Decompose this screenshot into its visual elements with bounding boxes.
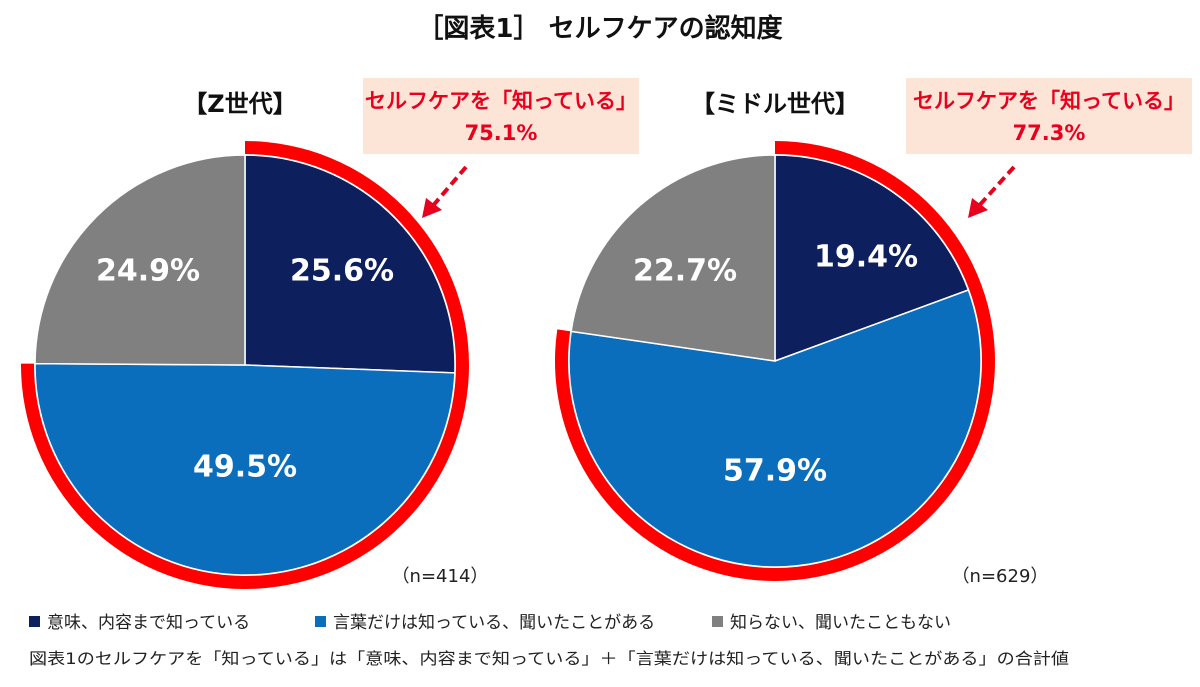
pie-chart: 25.6% 49.5% 24.9% (20, 141, 469, 589)
pie-panel-middle: 【ミドル世代】 セルフケアを「知っている」 77.3% 19.4% 57.9% 22… (555, 78, 1192, 587)
callout-value: 75.1% (465, 121, 538, 145)
callout-arrow (968, 165, 1016, 218)
slice-value-label: 19.4% (814, 240, 918, 275)
pie-panel-z: 【Z世代】 セルフケアを「知っている」 75.1% 25.6% 49.5% 24.9… (20, 78, 639, 589)
slice-known-meaning (244, 154, 456, 374)
legend-swatch-known-meaning (29, 616, 40, 627)
callout-line1: セルフケアを「知っている」 (913, 89, 1185, 113)
legend-label: 知らない、聞いたこともない (730, 613, 951, 633)
legend-swatch-heard-of (315, 616, 326, 627)
slice-value-label: 24.9% (96, 254, 200, 289)
slice-value-label: 25.6% (290, 254, 394, 289)
slice-heard-of (568, 289, 982, 568)
footnote: 図表1のセルフケアを「知っている」は「意味、内容まで知っている」＋「言葉だけは知… (29, 649, 1069, 668)
sample-size: （n=629） (952, 566, 1049, 587)
slice-value-label: 49.5% (193, 450, 297, 485)
legend-label: 意味、内容まで知っている (47, 613, 250, 633)
slice-not-known (570, 154, 776, 362)
callout-box (363, 78, 639, 154)
slice-value-label: 57.9% (723, 454, 827, 489)
panel-title: 【ミドル世代】 (691, 90, 859, 118)
slice-value-label: 22.7% (633, 254, 737, 289)
callout-box (906, 78, 1192, 154)
legend: 意味、内容まで知っている 言葉だけは知っている、聞いたことがある 知らない、聞い… (29, 613, 951, 633)
legend-label: 言葉だけは知っている、聞いたことがある (333, 613, 655, 633)
legend-swatch-not-known (712, 616, 723, 627)
callout-value: 77.3% (1013, 121, 1086, 145)
slice-not-known (34, 154, 246, 366)
sample-size: （n=414） (392, 566, 489, 587)
slice-heard-of (34, 362, 456, 576)
chart-title: ［図表1］ セルフケアの認知度 (417, 13, 782, 44)
panel-title: 【Z世代】 (183, 90, 296, 118)
slice-known-meaning (774, 154, 970, 363)
pie-chart: 19.4% 57.9% 22.7% (555, 141, 995, 581)
callout-line1: セルフケアを「知っている」 (365, 89, 637, 113)
callout-arrow (422, 165, 468, 218)
